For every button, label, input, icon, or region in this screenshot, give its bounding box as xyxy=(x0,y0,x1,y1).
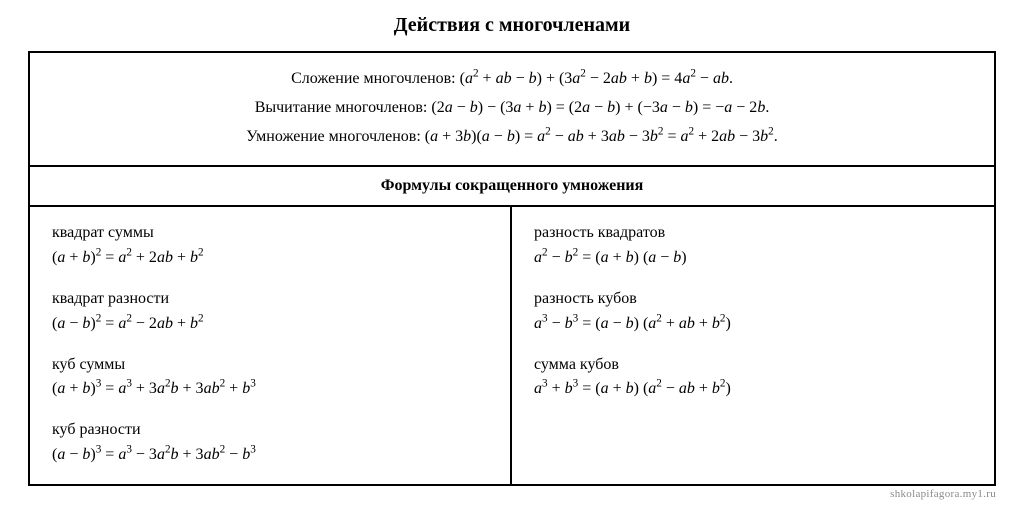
content-box: Сложение многочленов: (a2 + ab − b) + (3… xyxy=(28,51,996,486)
square-of-sum: квадрат суммы (a + b)2 = a2 + 2ab + b2 xyxy=(52,221,488,271)
formula-name: сумма кубов xyxy=(534,353,972,378)
formula-name: квадрат суммы xyxy=(52,221,488,246)
square-of-difference: квадрат разности (a − b)2 = a2 − 2ab + b… xyxy=(52,287,488,337)
formula-expr: (a − b)2 = a2 − 2ab + b2 xyxy=(52,312,488,337)
formula-expr: a3 + b3 = (a + b) (a2 − ab + b2) xyxy=(534,377,972,402)
cube-of-sum: куб суммы (a + b)3 = a3 + 3a2b + 3ab2 + … xyxy=(52,353,488,403)
multiplication-line: Умножение многочленов: (a + 3b)(a − b) =… xyxy=(46,123,978,152)
formula-expr: (a + b)2 = a2 + 2ab + b2 xyxy=(52,246,488,271)
formula-name: куб разности xyxy=(52,418,488,443)
left-column: квадрат суммы (a + b)2 = a2 + 2ab + b2 к… xyxy=(30,207,512,483)
subtraction-formula: (2a − b) − (3a + b) = (2a − b) + (−3a − … xyxy=(431,99,769,116)
formula-name: разность квадратов xyxy=(534,221,972,246)
multiplication-label: Умножение многочленов: xyxy=(246,128,425,145)
operations-section: Сложение многочленов: (a2 + ab − b) + (3… xyxy=(30,53,994,167)
subtraction-label: Вычитание многочленов: xyxy=(255,99,432,116)
formula-expr: a3 − b3 = (a − b) (a2 + ab + b2) xyxy=(534,312,972,337)
difference-of-squares: разность квадратов a2 − b2 = (a + b) (a … xyxy=(534,221,972,271)
addition-line: Сложение многочленов: (a2 + ab − b) + (3… xyxy=(46,65,978,94)
multiplication-formula: (a + 3b)(a − b) = a2 − ab + 3ab − 3b2 = … xyxy=(425,128,778,145)
formula-name: квадрат разности xyxy=(52,287,488,312)
formulas-grid: квадрат суммы (a + b)2 = a2 + 2ab + b2 к… xyxy=(30,207,994,483)
formula-name: куб суммы xyxy=(52,353,488,378)
subtraction-line: Вычитание многочленов: (2a − b) − (3a + … xyxy=(46,94,978,123)
formula-expr: (a + b)3 = a3 + 3a2b + 3ab2 + b3 xyxy=(52,377,488,402)
sum-of-cubes: сумма кубов a3 + b3 = (a + b) (a2 − ab +… xyxy=(534,353,972,403)
cube-of-difference: куб разности (a − b)3 = a3 − 3a2b + 3ab2… xyxy=(52,418,488,468)
page-title: Действия с многочленами xyxy=(28,14,996,37)
formula-expr: (a − b)3 = a3 − 3a2b + 3ab2 − b3 xyxy=(52,443,488,468)
right-column: разность квадратов a2 − b2 = (a + b) (a … xyxy=(512,207,994,483)
addition-formula: (a2 + ab − b) + (3a2 − 2ab + b) = 4a2 − … xyxy=(460,70,733,87)
watermark: shkolapifagora.my1.ru xyxy=(28,488,996,500)
difference-of-cubes: разность кубов a3 − b3 = (a − b) (a2 + a… xyxy=(534,287,972,337)
formula-expr: a2 − b2 = (a + b) (a − b) xyxy=(534,246,972,271)
formula-name: разность кубов xyxy=(534,287,972,312)
formulas-subheader: Формулы сокращенного умножения xyxy=(30,167,994,207)
addition-label: Сложение многочленов: xyxy=(291,70,460,87)
